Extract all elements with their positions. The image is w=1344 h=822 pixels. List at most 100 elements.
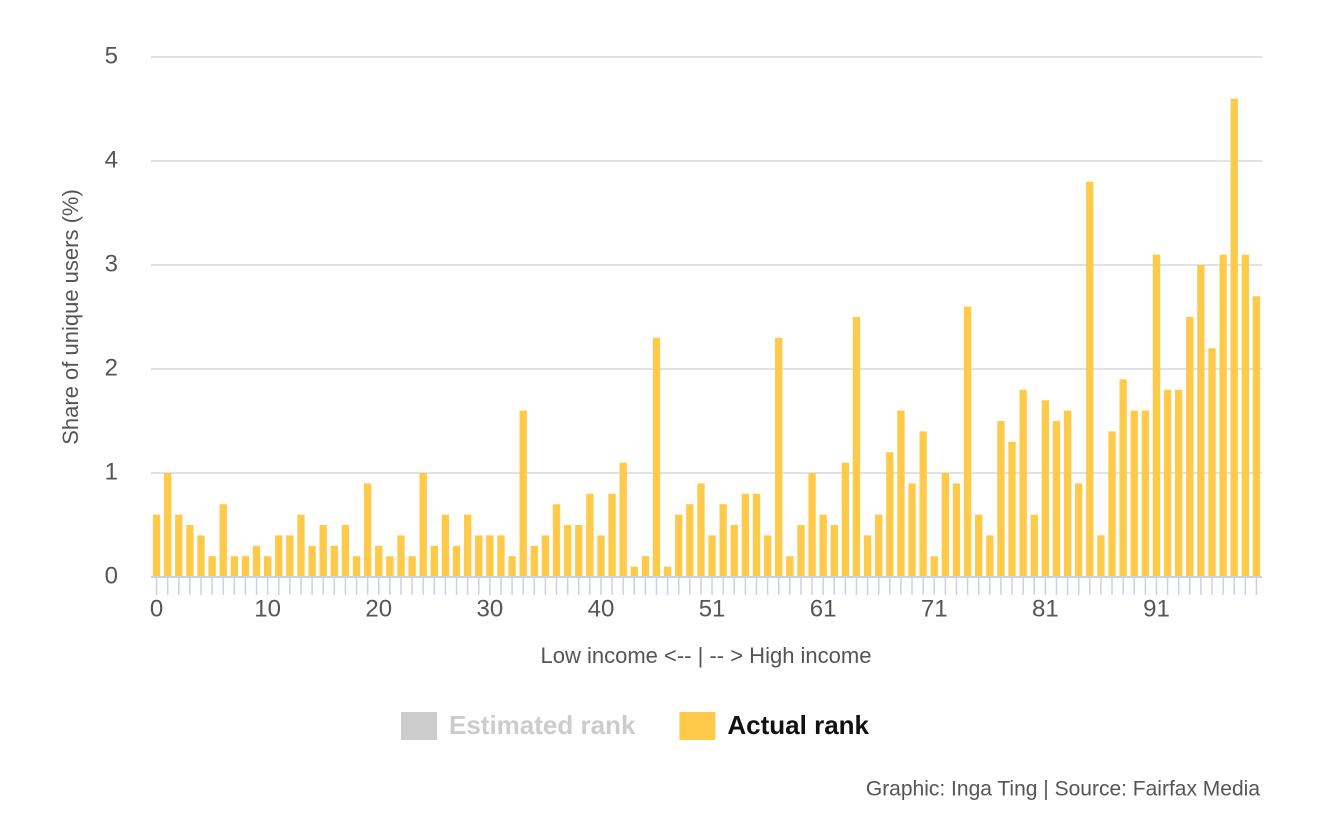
bar xyxy=(608,493,616,577)
bar xyxy=(186,525,194,577)
x-tick-label: 61 xyxy=(810,595,837,622)
x-tick-label: 30 xyxy=(477,595,504,622)
x-tick-label: 71 xyxy=(921,595,948,622)
x-tick-label: 20 xyxy=(365,595,392,622)
bar xyxy=(997,421,1005,577)
bar xyxy=(986,535,994,577)
legend-label: Actual rank xyxy=(727,710,869,740)
bar xyxy=(630,566,638,577)
bar xyxy=(330,545,338,577)
bar xyxy=(1041,400,1050,577)
x-tick-label: 40 xyxy=(588,595,615,622)
bar xyxy=(163,473,172,577)
bar xyxy=(952,483,961,577)
bar xyxy=(1152,254,1161,577)
bar xyxy=(1008,441,1016,577)
bar xyxy=(197,535,205,577)
y-tick-label: 5 xyxy=(105,42,118,69)
bar xyxy=(763,535,772,577)
bar xyxy=(1130,410,1138,577)
bar xyxy=(1030,514,1038,577)
x-tick-label: 10 xyxy=(254,595,281,622)
bar xyxy=(819,514,827,577)
bar xyxy=(863,535,872,577)
bar xyxy=(875,514,883,577)
bar xyxy=(719,504,727,577)
bar xyxy=(319,525,327,577)
bar xyxy=(208,556,216,577)
bar xyxy=(508,556,516,577)
bar xyxy=(1252,296,1261,577)
bar xyxy=(741,493,750,577)
bar xyxy=(1097,535,1105,577)
x-tick-label: 91 xyxy=(1143,595,1170,622)
bar xyxy=(908,483,916,577)
bar xyxy=(1208,348,1216,577)
bar xyxy=(263,556,272,577)
bar xyxy=(1108,431,1116,577)
bar xyxy=(975,514,983,577)
bar xyxy=(830,525,838,577)
bar xyxy=(463,514,472,577)
legend-label: Estimated rank xyxy=(449,710,636,740)
bar xyxy=(530,545,538,577)
bar xyxy=(475,535,483,577)
y-tick-label: 2 xyxy=(105,354,118,381)
bar xyxy=(1230,98,1238,577)
bar xyxy=(786,556,794,577)
bar xyxy=(375,545,383,577)
bar xyxy=(1019,389,1027,577)
bar xyxy=(930,556,938,577)
bar xyxy=(675,514,683,577)
bar xyxy=(808,473,816,577)
bar xyxy=(730,525,738,577)
bar xyxy=(363,483,372,577)
y-tick-label: 1 xyxy=(105,458,118,485)
bar xyxy=(552,504,561,577)
bar xyxy=(408,556,416,577)
bar xyxy=(1075,483,1083,577)
y-tick-label: 4 xyxy=(105,146,118,173)
bar xyxy=(1197,265,1205,577)
legend-swatch xyxy=(679,712,716,740)
x-tick-label: 51 xyxy=(699,595,726,622)
bar xyxy=(252,545,261,577)
bar xyxy=(241,556,250,577)
bar xyxy=(341,525,350,577)
bar xyxy=(897,410,905,577)
bar xyxy=(1119,379,1127,577)
bar xyxy=(852,317,861,577)
bar xyxy=(1063,410,1072,577)
bar xyxy=(752,493,761,577)
bar xyxy=(352,556,361,577)
bar xyxy=(308,545,316,577)
bar xyxy=(686,504,694,577)
bar xyxy=(652,337,661,577)
y-tick-label: 0 xyxy=(105,562,118,589)
bar xyxy=(1163,389,1172,577)
bar xyxy=(430,545,438,577)
bar xyxy=(541,535,550,577)
bar xyxy=(286,535,294,577)
bar xyxy=(397,535,405,577)
bar xyxy=(497,535,505,577)
bar xyxy=(219,504,227,577)
bar xyxy=(797,525,805,577)
bar xyxy=(175,514,183,577)
bar xyxy=(1086,181,1094,578)
bar xyxy=(152,514,161,577)
bar xyxy=(708,535,716,577)
bar xyxy=(841,462,850,577)
bar xyxy=(1175,389,1183,577)
bar xyxy=(619,462,627,577)
bar xyxy=(1052,421,1061,577)
bar xyxy=(941,473,950,577)
y-axis-title: Share of unique users (%) xyxy=(58,189,83,445)
bar xyxy=(386,556,394,577)
bar xyxy=(419,473,427,577)
x-tick-label: 0 xyxy=(150,595,163,622)
y-tick-label: 3 xyxy=(105,250,118,277)
bar xyxy=(441,514,450,577)
bar xyxy=(775,337,783,577)
